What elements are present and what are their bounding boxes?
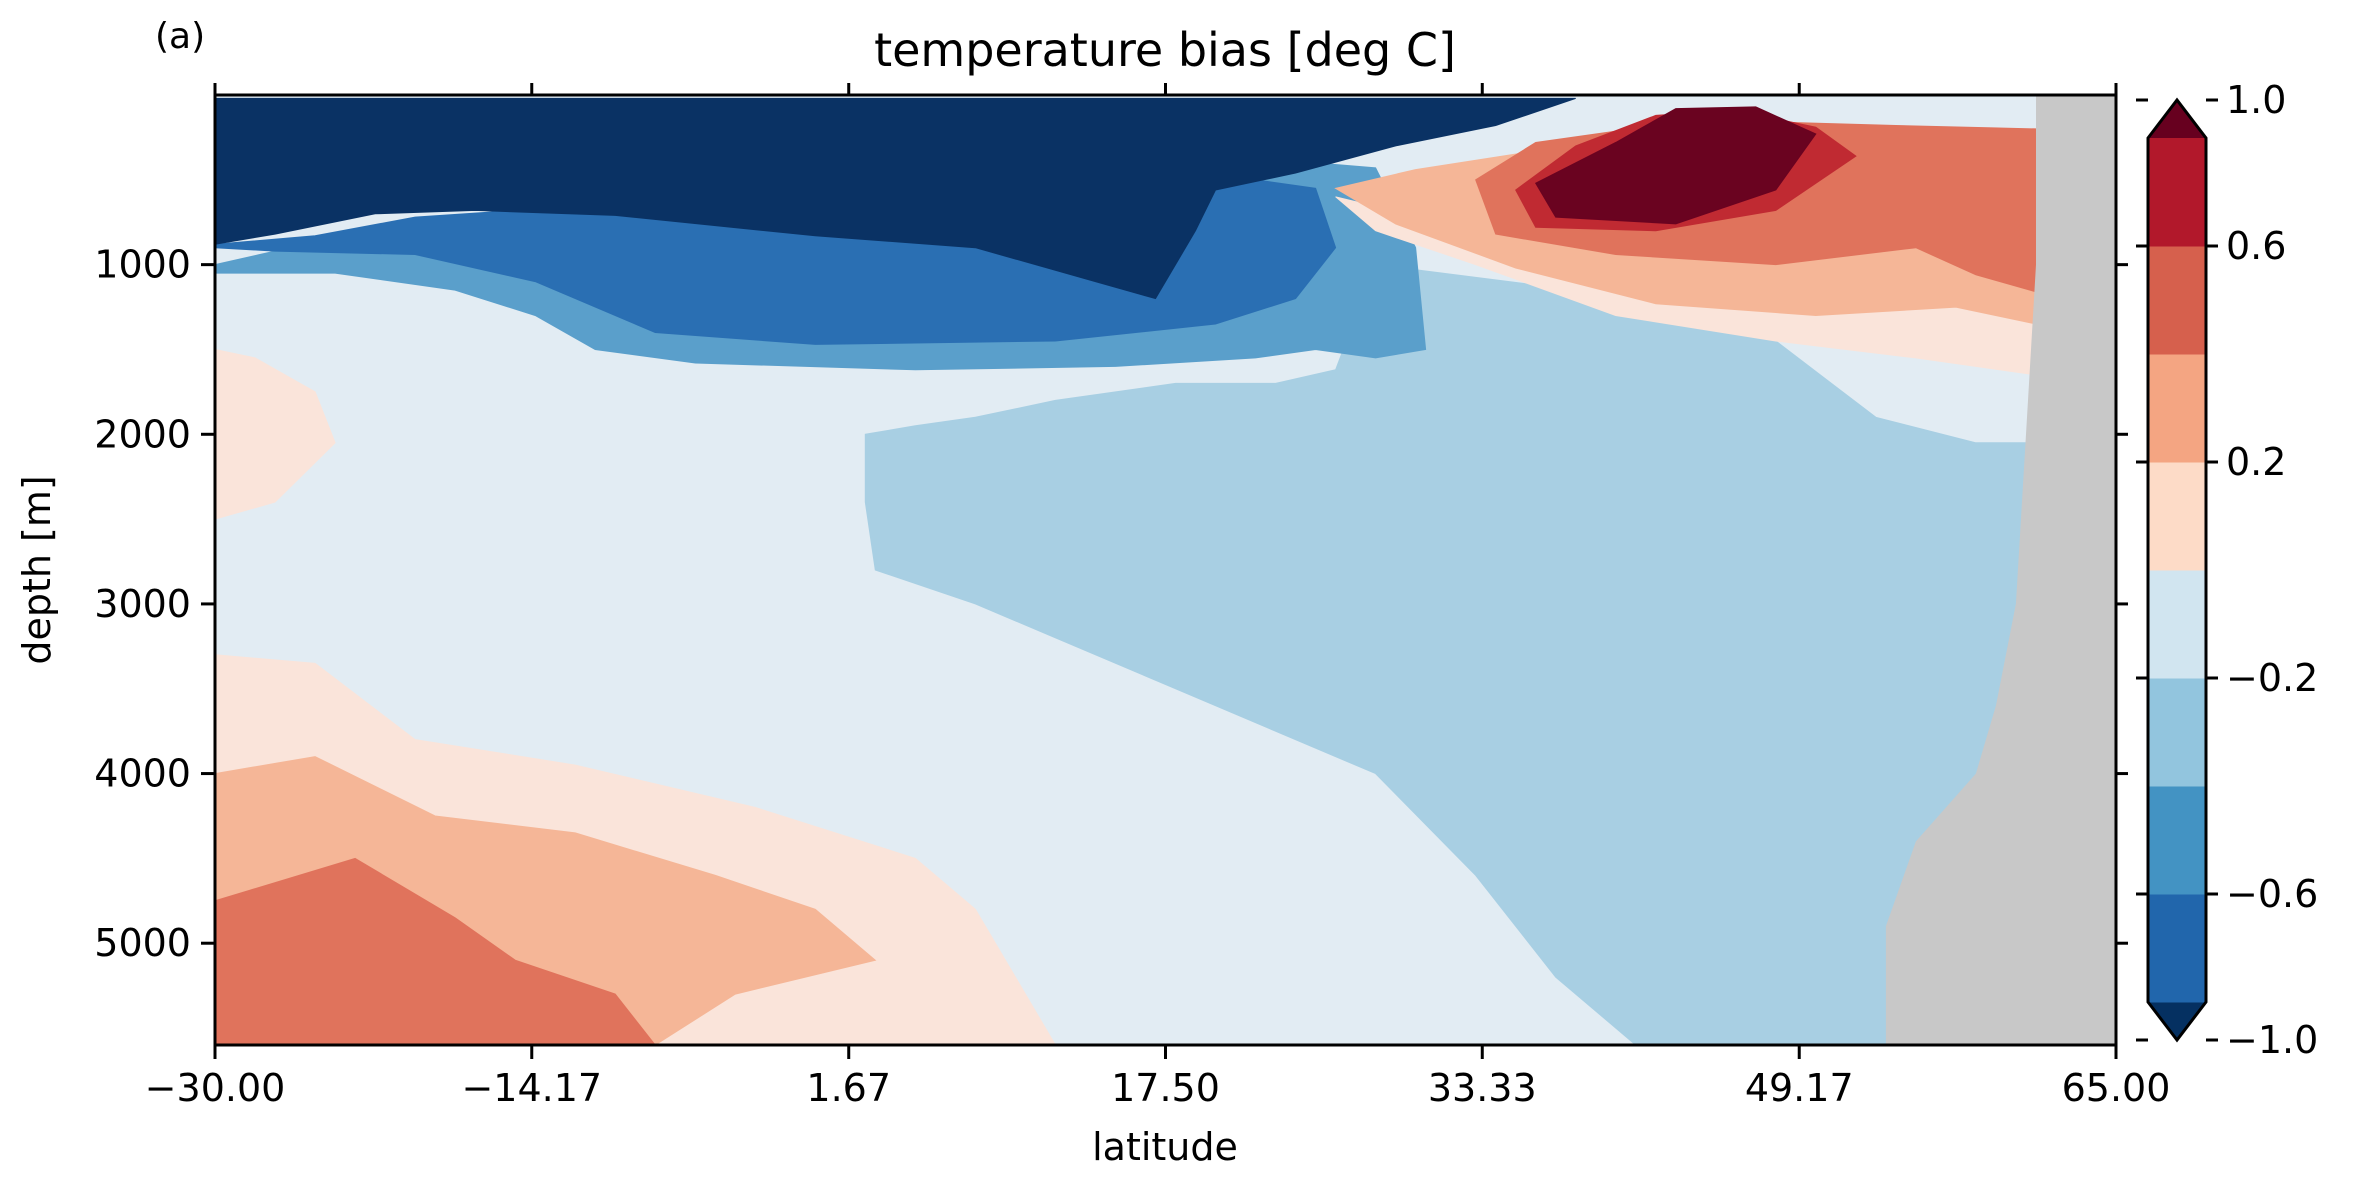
- panel-label: (a): [155, 16, 205, 57]
- colorbar-extend-max: [2148, 100, 2206, 138]
- y-tick-label: 1000: [94, 243, 191, 287]
- colorbar-tick-label: −0.2: [2226, 656, 2318, 700]
- y-tick-label: 5000: [94, 921, 191, 965]
- colorbar-tick-label: 0.6: [2226, 224, 2286, 268]
- colorbar: −1.0 −0.6 −0.2 0.2 0.6 1.0: [2136, 78, 2318, 1062]
- contour-region-10: [215, 348, 336, 520]
- contour-region-4: [215, 97, 1576, 300]
- contour-region-13: [215, 857, 656, 1045]
- y-axis: 1000 2000 3000 4000 5000: [94, 243, 2128, 965]
- x-tick-label: 65.00: [2062, 1066, 2171, 1110]
- colorbar-segment: [2148, 786, 2206, 895]
- x-tick-label: 49.17: [1745, 1066, 1854, 1110]
- x-tick-label: 33.33: [1428, 1066, 1537, 1110]
- colorbar-segment: [2148, 678, 2206, 787]
- land-mask: [1885, 95, 2116, 1045]
- colorbar-segment: [2148, 894, 2206, 1003]
- contour-regions: [215, 95, 2116, 1045]
- colorbar-outline: [2146, 97, 2208, 1043]
- colorbar-tick-label: 0.2: [2226, 440, 2286, 484]
- colorbar-segment: [2148, 462, 2206, 571]
- x-tick-label: −30.00: [145, 1066, 286, 1110]
- contour-region-9: [1534, 106, 1817, 225]
- plot-area: [215, 95, 2116, 1045]
- colorbar-segment: [2148, 246, 2206, 355]
- colorbar-tick-label: 1.0: [2226, 78, 2286, 122]
- y-tick-label: 2000: [94, 412, 191, 456]
- x-tick-label: 1.67: [806, 1066, 891, 1110]
- y-tick-label: 3000: [94, 582, 191, 626]
- y-tick-label: 4000: [94, 752, 191, 796]
- x-axis-title: latitude: [1092, 1125, 1238, 1169]
- colorbar-segment: [2148, 138, 2206, 247]
- colorbar-segment: [2148, 354, 2206, 463]
- x-tick-label: 17.50: [1111, 1066, 1220, 1110]
- colorbar-extend-min: [2148, 1002, 2206, 1040]
- chart-title: temperature bias [deg C]: [874, 23, 1456, 77]
- x-tick-label: −14.17: [461, 1066, 602, 1110]
- y-axis-title: depth [m]: [15, 475, 59, 664]
- colorbar-tick-label: −0.6: [2226, 872, 2318, 916]
- colorbar-segment: [2148, 570, 2206, 679]
- colorbar-tick-label: −1.0: [2226, 1018, 2318, 1062]
- x-axis: −30.00 −14.17 1.67 17.50 33.33 49.17 65.00: [145, 83, 2171, 1110]
